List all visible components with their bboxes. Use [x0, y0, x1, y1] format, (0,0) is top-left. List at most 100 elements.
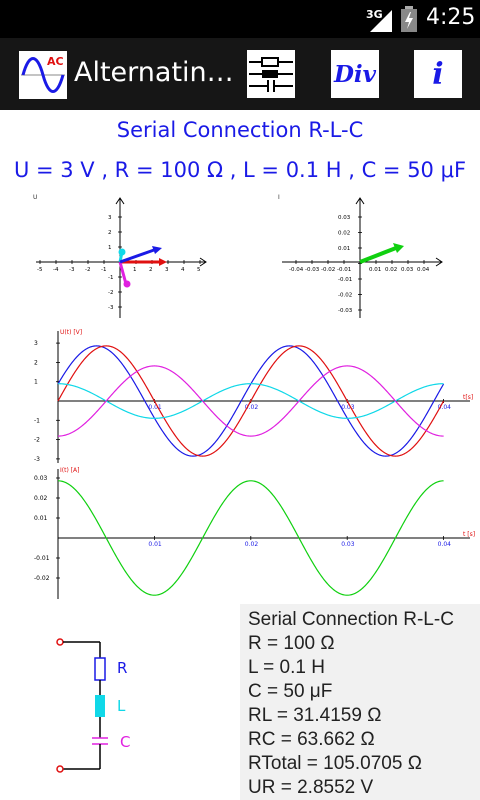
x-tick-label: 0.01	[148, 541, 162, 548]
x-tick-label: 0.02	[245, 541, 259, 548]
voltage-time-chart: U(t) [V] t[s] 3 2 1 -1 -2 -3 0.01 0.02 0.03 0.04	[34, 329, 473, 463]
x-tick-label: -1	[101, 267, 106, 273]
results-line: Serial Connection R-L-C	[248, 609, 454, 630]
y-tick-label: 3	[34, 340, 38, 347]
battery-icon	[401, 6, 417, 32]
parameters-line: U = 3 V , R = 100 Ω , L = 0.1 H , C = 50…	[13, 158, 467, 182]
x-tick-label: 0.02	[385, 267, 397, 273]
x-tick-label: 0.03	[341, 541, 355, 548]
current-chart-ylabel: I(t) [A]	[60, 467, 80, 474]
y-tick-label: -0.02	[34, 575, 50, 582]
info-button[interactable]: i	[414, 50, 462, 98]
current-phasor-axis-label: I	[278, 194, 280, 201]
current-phasor-diagram: I -0.04 -0.03 -0.02 -0.01 0.01 0.02 0.03 0.04 0…	[278, 194, 443, 318]
voltage-phasor-diagram: U -5 -4 -3 -2 -1 1 2 3 4 5 3 2 1 -1 -2 -3	[33, 194, 207, 318]
x-tick-label: 0.04	[438, 541, 452, 548]
y-tick-label: 0.02	[338, 231, 350, 237]
page-title: Serial Connection R-L-C	[116, 118, 364, 142]
network-label: 3G	[366, 8, 383, 21]
current-time-chart: I(t) [A] t [s] 0.03 0.02 0.01 -0.01 -0.02 0.…	[34, 467, 475, 599]
x-tick-label: 1	[133, 267, 137, 273]
sine-wave-icon: AC	[21, 55, 65, 93]
input-terminal	[56, 638, 64, 646]
results-line: RTotal = 105.0705 Ω	[248, 753, 422, 774]
capacitor-voltage-phasor	[118, 261, 128, 285]
div-button-label: Div	[333, 60, 377, 88]
series-line-1	[57, 345, 445, 457]
results-line: L = 0.1 H	[248, 657, 325, 678]
x-tick-label: -3	[69, 267, 75, 273]
current-phasor	[359, 246, 397, 264]
results-line: R = 100 Ω	[248, 633, 335, 654]
x-tick-label: 4	[181, 267, 185, 273]
y-tick-label: -3	[34, 456, 40, 463]
resistor-symbol	[94, 657, 106, 681]
y-tick-label: 1	[34, 379, 38, 386]
x-tick-label: -2	[85, 267, 90, 273]
y-tick-label: 0.03	[338, 215, 351, 221]
results-line: UR = 2.8552 V	[248, 777, 374, 798]
series-line-2	[57, 383, 444, 419]
output-terminal	[56, 765, 64, 773]
x-tick-label: -0.03	[305, 267, 320, 273]
y-tick-label: 2	[34, 359, 38, 366]
y-tick-label: -3	[108, 305, 114, 311]
series-line-0	[57, 480, 444, 596]
y-tick-label: -0.01	[34, 555, 50, 562]
x-tick-label: -5	[37, 267, 43, 273]
info-icon: i	[432, 56, 444, 92]
signal-icon: 3G	[366, 8, 392, 32]
x-tick-label: -0.04	[289, 267, 304, 273]
x-tick-label: 0.04	[438, 404, 452, 411]
app-title: Alternatin…	[74, 57, 234, 88]
voltage-chart-ylabel: U(t) [V]	[60, 329, 82, 336]
y-tick-label: 0.02	[34, 495, 48, 502]
capacitor-label: C	[120, 733, 130, 751]
x-tick-label: 0.02	[245, 404, 259, 411]
series-line-3	[57, 365, 444, 437]
circuit-icon	[249, 57, 293, 92]
rlc-circuit-diagram: R L C	[56, 638, 130, 773]
y-tick-label: 0.01	[34, 515, 48, 522]
current-chart-xlabel: t [s]	[463, 531, 475, 538]
results-line: C = 50 μF	[248, 681, 333, 702]
x-tick-label: 2	[149, 267, 153, 273]
y-tick-label: -1	[34, 417, 40, 424]
app-icon-label: AC	[47, 55, 64, 68]
inductor-label: L	[117, 697, 126, 715]
y-tick-label: -0.01	[338, 277, 352, 283]
x-tick-label: 5	[197, 267, 201, 273]
div-button[interactable]: Div	[331, 50, 379, 98]
status-bar: 3G 4:25	[0, 0, 480, 38]
total-voltage-phasor	[119, 248, 155, 264]
x-tick-label: -4	[53, 267, 59, 273]
y-tick-label: -2	[108, 290, 113, 296]
y-tick-label: 0.01	[338, 246, 350, 252]
app-icon[interactable]: AC	[19, 51, 67, 99]
x-tick-label: 3	[165, 267, 169, 273]
circuit-select-button[interactable]	[247, 50, 295, 98]
clock: 4:25	[426, 5, 476, 30]
y-tick-label: -0.03	[338, 308, 353, 314]
results-panel: Serial Connection R-L-C R = 100 Ω L = 0.…	[240, 604, 480, 800]
x-tick-label: 0.03	[341, 404, 355, 411]
x-tick-label: -0.01	[337, 267, 351, 273]
y-tick-label: -0.02	[338, 293, 352, 299]
x-tick-label: 0.03	[401, 267, 414, 273]
y-tick-label: 0.03	[34, 475, 48, 482]
x-tick-label: -0.02	[321, 267, 335, 273]
action-bar: AC Alternatin… Div i	[0, 38, 480, 110]
results-line: RC = 63.662 Ω	[248, 729, 375, 750]
resistor-label: R	[117, 659, 127, 677]
inductor-symbol	[95, 695, 105, 717]
x-tick-label: 0.01	[148, 404, 162, 411]
y-tick-label: -1	[108, 275, 113, 281]
y-tick-label: -2	[34, 437, 40, 444]
x-tick-label: 0.01	[369, 267, 381, 273]
y-tick-label: 2	[108, 230, 112, 236]
y-tick-label: 1	[108, 245, 112, 251]
voltage-chart-xlabel: t[s]	[463, 394, 473, 401]
x-tick-label: 0.04	[417, 267, 430, 273]
y-tick-label: 3	[108, 215, 112, 221]
results-line: RL = 31.4159 Ω	[248, 705, 382, 726]
